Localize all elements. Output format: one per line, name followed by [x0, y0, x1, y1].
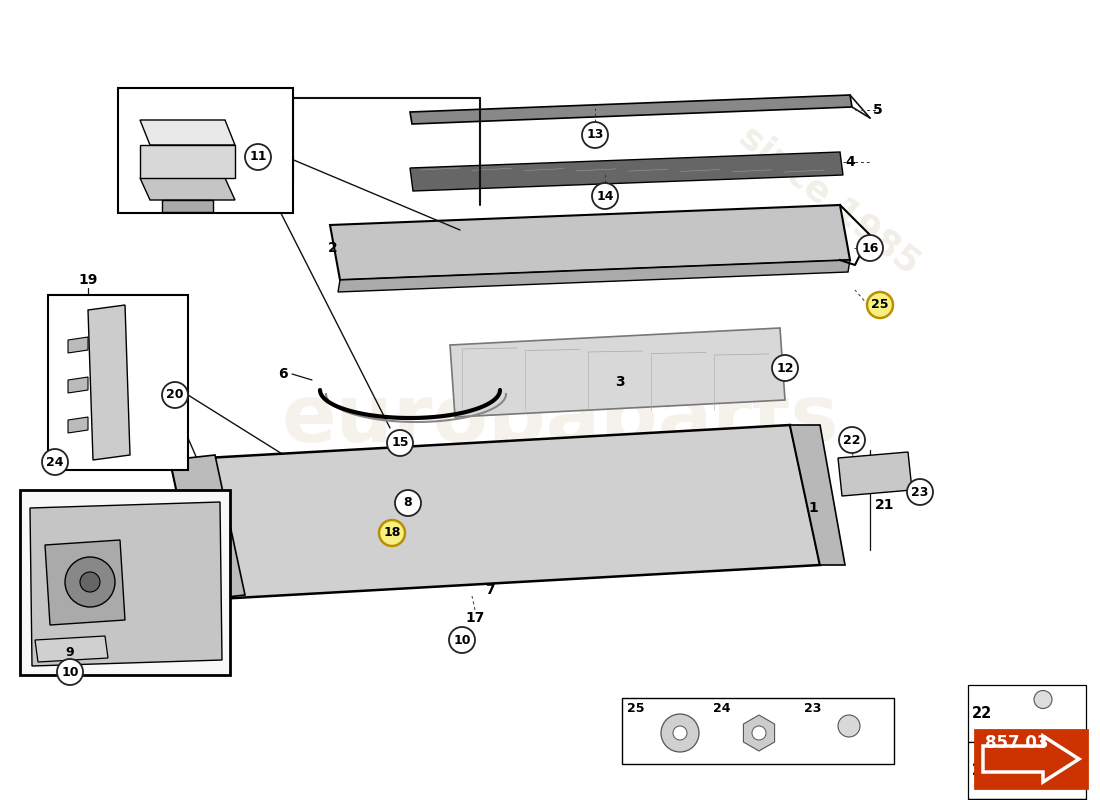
Polygon shape: [140, 178, 235, 200]
Text: 14: 14: [596, 190, 614, 202]
Polygon shape: [140, 120, 235, 145]
Text: 5: 5: [873, 103, 882, 117]
Text: 13: 13: [586, 129, 604, 142]
Text: 3: 3: [615, 375, 625, 389]
Circle shape: [387, 430, 412, 456]
Circle shape: [908, 479, 933, 505]
Text: 23: 23: [911, 486, 928, 498]
Polygon shape: [338, 260, 850, 292]
Circle shape: [857, 235, 883, 261]
Text: 9: 9: [66, 646, 75, 658]
Polygon shape: [68, 417, 88, 433]
Circle shape: [395, 490, 421, 516]
Circle shape: [42, 449, 68, 475]
Circle shape: [867, 292, 893, 318]
Text: 1: 1: [808, 501, 817, 515]
Circle shape: [245, 144, 271, 170]
Text: 24: 24: [713, 702, 730, 714]
Text: 23: 23: [804, 702, 822, 714]
Circle shape: [673, 726, 688, 740]
Text: 22: 22: [844, 434, 860, 446]
Bar: [968, 685, 1086, 742]
Circle shape: [162, 382, 188, 408]
Polygon shape: [410, 95, 852, 124]
Text: a passion for parts since 1985: a passion for parts since 1985: [346, 476, 794, 564]
Polygon shape: [162, 200, 213, 212]
Text: 10: 10: [62, 666, 79, 678]
Text: 16: 16: [861, 242, 879, 254]
Text: 20: 20: [166, 389, 184, 402]
Circle shape: [449, 627, 475, 653]
Polygon shape: [744, 715, 774, 751]
Circle shape: [752, 726, 766, 740]
Text: 10: 10: [453, 634, 471, 646]
Bar: [968, 799, 1086, 800]
Text: 12: 12: [777, 362, 794, 374]
Text: 857 03: 857 03: [986, 734, 1048, 752]
Polygon shape: [330, 205, 850, 280]
Text: 22: 22: [972, 706, 992, 721]
Bar: [118, 88, 293, 213]
Polygon shape: [450, 328, 785, 417]
Polygon shape: [35, 636, 108, 662]
Text: since 1985: since 1985: [734, 119, 926, 281]
Circle shape: [57, 659, 82, 685]
Circle shape: [839, 427, 865, 453]
Polygon shape: [170, 425, 820, 600]
Polygon shape: [983, 736, 1079, 782]
Polygon shape: [838, 452, 912, 496]
Text: 20: 20: [971, 763, 992, 778]
Polygon shape: [45, 540, 125, 625]
Text: 25: 25: [871, 298, 889, 311]
Circle shape: [772, 355, 798, 381]
Text: 15: 15: [392, 437, 409, 450]
Text: 4: 4: [845, 155, 855, 169]
Text: 21: 21: [874, 498, 894, 512]
Circle shape: [1034, 690, 1052, 709]
Polygon shape: [170, 455, 245, 600]
Text: 6: 6: [278, 367, 288, 381]
Text: 19: 19: [78, 273, 98, 287]
Circle shape: [592, 183, 618, 209]
Polygon shape: [68, 377, 88, 393]
Bar: [968, 742, 1086, 799]
Circle shape: [1025, 757, 1049, 781]
Polygon shape: [410, 152, 843, 191]
Bar: [48, 295, 188, 470]
Circle shape: [661, 714, 698, 752]
Text: 25: 25: [627, 702, 645, 714]
Bar: [621, 698, 894, 764]
Circle shape: [80, 572, 100, 592]
Bar: [975, 730, 1087, 788]
Text: 17: 17: [465, 611, 485, 625]
Bar: [20, 490, 230, 675]
Text: 11: 11: [250, 150, 266, 163]
Text: 7: 7: [485, 583, 495, 597]
Text: 24: 24: [46, 455, 64, 469]
Text: 18: 18: [383, 526, 400, 539]
Text: 2: 2: [328, 241, 338, 255]
Circle shape: [582, 122, 608, 148]
Polygon shape: [140, 145, 235, 178]
Circle shape: [65, 557, 116, 607]
Polygon shape: [30, 502, 222, 666]
Polygon shape: [68, 337, 88, 353]
Circle shape: [379, 520, 405, 546]
Polygon shape: [88, 305, 130, 460]
Polygon shape: [790, 425, 845, 565]
Text: europaparts: europaparts: [282, 381, 838, 459]
Circle shape: [838, 715, 860, 737]
Text: 8: 8: [404, 497, 412, 510]
